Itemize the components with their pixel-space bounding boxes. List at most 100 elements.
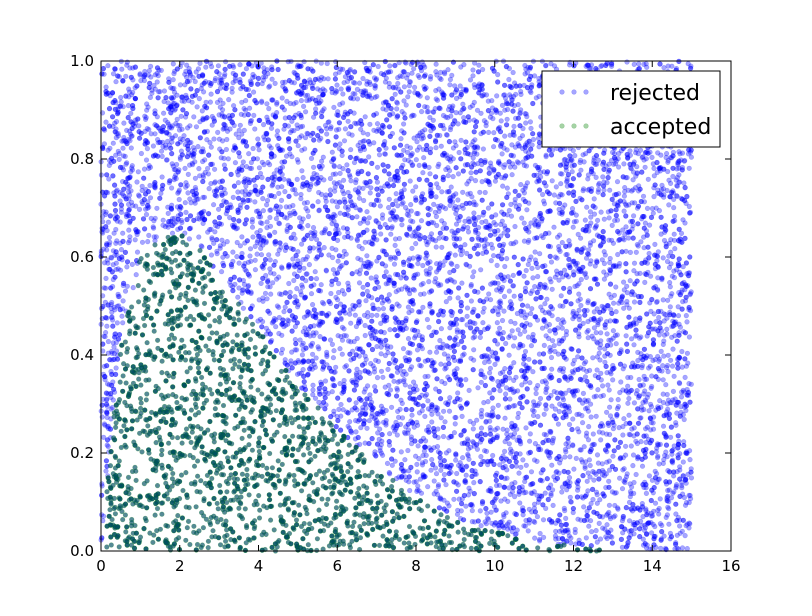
point-rejected — [479, 454, 484, 459]
point-rejected — [244, 164, 249, 169]
point-rejected — [470, 274, 475, 279]
point-rejected — [509, 202, 514, 207]
point-rejected — [312, 171, 317, 176]
point-rejected — [460, 281, 465, 286]
point-rejected — [670, 274, 675, 279]
point-rejected — [571, 417, 576, 422]
point-rejected — [517, 471, 522, 476]
point-rejected — [440, 245, 445, 250]
point-rejected — [149, 216, 154, 221]
point-rejected — [641, 194, 646, 199]
point-rejected — [148, 183, 153, 188]
point-rejected — [510, 143, 515, 148]
point-rejected — [640, 155, 645, 160]
point-rejected — [194, 125, 199, 130]
point-rejected — [496, 403, 501, 408]
point-rejected — [617, 476, 622, 481]
point-rejected — [519, 182, 524, 187]
point-rejected — [353, 81, 358, 86]
point-rejected — [627, 413, 632, 418]
point-rejected — [439, 77, 444, 82]
point-rejected — [313, 365, 318, 370]
point-rejected — [662, 354, 667, 359]
point-rejected — [408, 80, 413, 85]
point-rejected — [116, 294, 121, 299]
point-rejected — [363, 115, 368, 120]
point-rejected — [594, 414, 599, 419]
point-rejected — [122, 121, 127, 126]
point-rejected — [445, 115, 450, 120]
point-rejected — [591, 356, 596, 361]
point-rejected — [300, 148, 305, 153]
point-rejected — [599, 210, 604, 215]
point-rejected — [573, 153, 578, 158]
point-rejected — [184, 210, 189, 215]
point-rejected — [140, 240, 145, 245]
point-rejected — [301, 175, 306, 180]
point-rejected — [328, 338, 333, 343]
point-rejected — [288, 152, 293, 157]
point-rejected — [194, 70, 199, 75]
point-rejected — [498, 388, 503, 393]
point-rejected — [525, 304, 530, 309]
point-rejected — [507, 77, 512, 82]
point-rejected — [527, 258, 532, 263]
point-rejected — [478, 335, 483, 340]
point-rejected — [503, 416, 508, 421]
point-rejected — [408, 179, 413, 184]
point-rejected — [367, 418, 372, 423]
point-rejected — [257, 166, 262, 171]
point-rejected — [530, 289, 535, 294]
point-rejected — [129, 146, 134, 151]
point-rejected — [263, 75, 268, 80]
point-rejected — [268, 267, 273, 272]
point-rejected — [377, 153, 382, 158]
point-rejected — [542, 343, 547, 348]
point-rejected — [118, 95, 123, 100]
point-rejected — [183, 72, 188, 77]
point-rejected — [592, 197, 597, 202]
point-rejected — [502, 165, 507, 170]
point-rejected — [500, 184, 505, 189]
point-rejected — [240, 100, 245, 105]
point-rejected — [628, 278, 633, 283]
point-rejected — [276, 252, 281, 257]
point-rejected — [250, 220, 255, 225]
point-rejected — [524, 268, 529, 273]
point-rejected — [267, 162, 272, 167]
point-rejected — [373, 450, 378, 455]
point-rejected — [242, 282, 247, 287]
point-rejected — [410, 246, 415, 251]
point-rejected — [471, 439, 476, 444]
point-rejected — [455, 264, 460, 269]
point-rejected — [187, 237, 192, 242]
point-rejected — [652, 194, 657, 199]
point-rejected — [668, 250, 673, 255]
point-rejected — [600, 462, 605, 467]
point-rejected — [160, 175, 165, 180]
point-rejected — [283, 189, 288, 194]
point-rejected — [166, 211, 171, 216]
point-rejected — [427, 325, 432, 330]
point-rejected — [579, 303, 584, 308]
point-rejected — [668, 305, 673, 310]
point-rejected — [224, 147, 229, 152]
point-rejected — [514, 240, 519, 245]
point-rejected — [311, 383, 316, 388]
point-rejected — [465, 452, 470, 457]
point-rejected — [544, 403, 549, 408]
point-rejected — [426, 240, 431, 245]
point-rejected — [447, 409, 452, 414]
point-rejected — [302, 59, 307, 64]
point-rejected — [441, 409, 446, 414]
point-rejected — [591, 432, 596, 437]
point-rejected — [521, 188, 526, 193]
point-rejected — [147, 233, 152, 238]
point-rejected — [511, 70, 516, 75]
point-rejected — [493, 362, 498, 367]
point-rejected — [178, 157, 183, 162]
point-rejected — [556, 352, 561, 357]
point-rejected — [374, 219, 379, 224]
point-rejected — [682, 181, 687, 186]
point-rejected — [153, 132, 158, 137]
